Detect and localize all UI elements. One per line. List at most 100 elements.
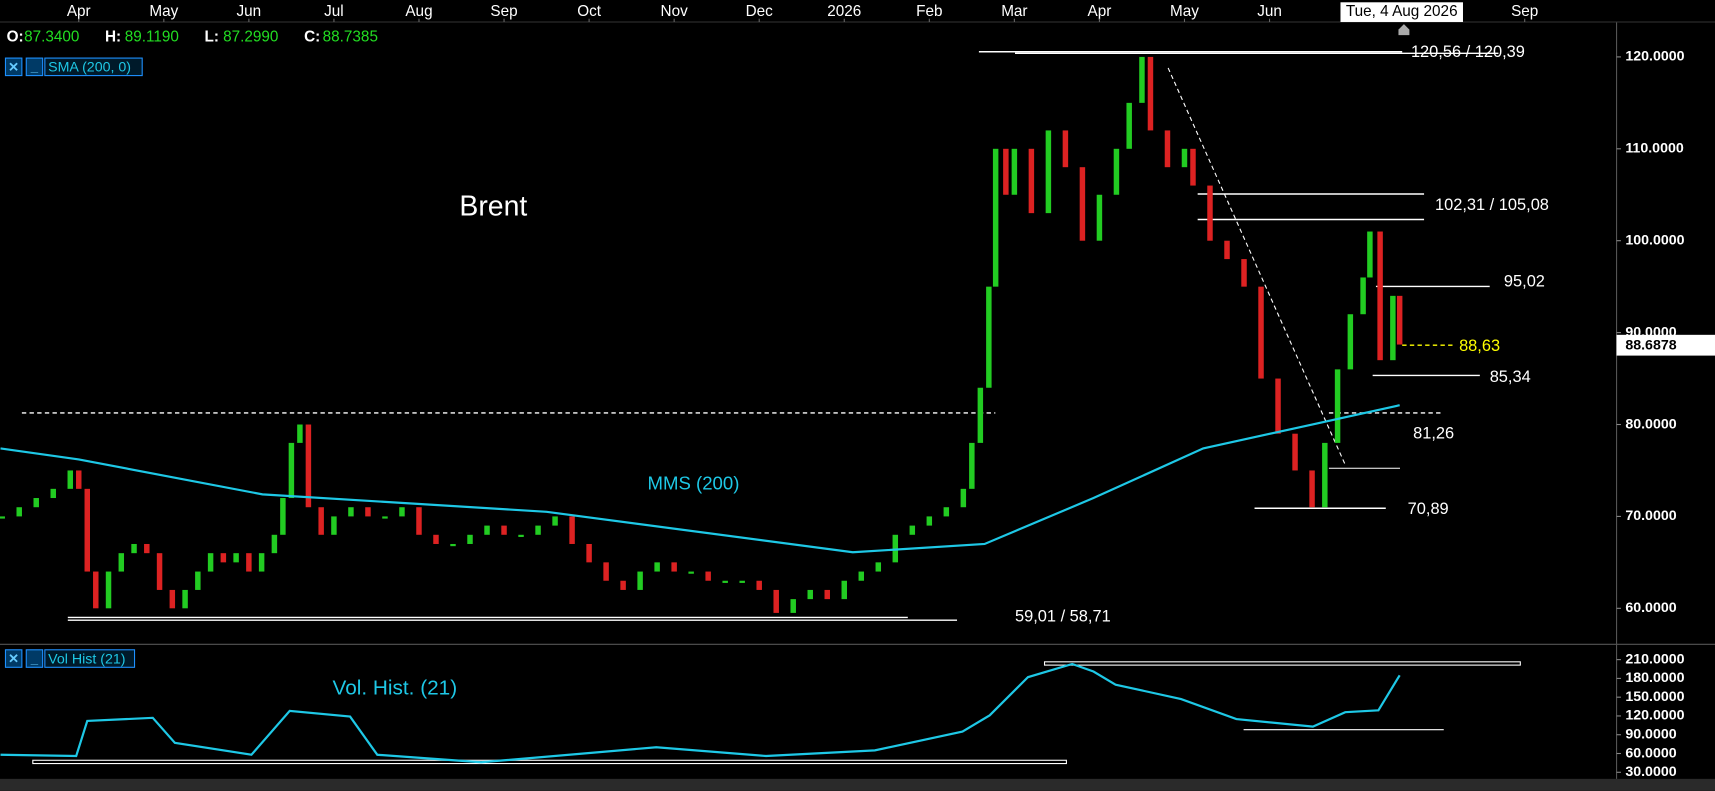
candle bbox=[1062, 130, 1069, 168]
candle bbox=[909, 525, 916, 535]
x-tick-label: Sep bbox=[1511, 3, 1538, 20]
y-tick-label: 120.0000 bbox=[1625, 49, 1684, 65]
candle bbox=[552, 516, 558, 526]
candle bbox=[790, 599, 796, 613]
x-tick-label: Sep bbox=[490, 3, 517, 20]
candle bbox=[688, 571, 694, 574]
x-tick-label: Dec bbox=[746, 3, 774, 20]
price-tag bbox=[1616, 334, 1715, 356]
candle bbox=[271, 534, 278, 554]
candle bbox=[926, 516, 933, 526]
candle bbox=[841, 580, 847, 600]
bottom-strip bbox=[0, 778, 1715, 791]
candle bbox=[1396, 295, 1403, 345]
candle bbox=[331, 516, 337, 535]
minimize-button[interactable] bbox=[25, 649, 44, 668]
level-label: 95,02 bbox=[1504, 273, 1545, 291]
indicator-box[interactable] bbox=[44, 649, 136, 668]
level-label: 70,89 bbox=[1408, 500, 1449, 518]
candle bbox=[1045, 130, 1052, 214]
candle bbox=[305, 424, 312, 508]
y-tick-label: 30.0000 bbox=[1625, 764, 1676, 780]
candle bbox=[1147, 56, 1154, 131]
ohlc-value: 88.7385 bbox=[323, 28, 378, 45]
candle bbox=[365, 507, 371, 517]
candle bbox=[1113, 148, 1120, 195]
x-tick-label: May bbox=[149, 3, 178, 20]
candle bbox=[986, 286, 992, 388]
candle bbox=[169, 589, 176, 609]
candle bbox=[858, 571, 865, 581]
candle bbox=[1190, 148, 1196, 186]
candle bbox=[977, 387, 984, 443]
candle bbox=[67, 470, 73, 489]
candle bbox=[535, 525, 541, 535]
candle bbox=[484, 525, 490, 535]
candle bbox=[246, 553, 252, 572]
minimize-icon: _ bbox=[30, 651, 39, 666]
candle bbox=[1003, 148, 1009, 195]
x-tick-label: Jun bbox=[1257, 3, 1282, 20]
y-tick-label: 180.0000 bbox=[1625, 670, 1684, 686]
y-tick-label: 70.0000 bbox=[1625, 508, 1676, 524]
chart-title: Brent bbox=[459, 190, 527, 222]
candle bbox=[118, 553, 125, 572]
candle bbox=[144, 543, 150, 554]
y-tick-label: 60.0000 bbox=[1625, 600, 1676, 616]
candle bbox=[773, 589, 779, 613]
candle bbox=[1096, 194, 1103, 241]
candle bbox=[1181, 148, 1188, 168]
indicator-label: SMA (200, 0) bbox=[48, 60, 131, 76]
candle bbox=[960, 488, 967, 508]
x-tick-label: May bbox=[1170, 3, 1199, 20]
candle bbox=[1275, 378, 1281, 434]
candle bbox=[105, 571, 112, 609]
candle bbox=[0, 516, 5, 519]
candle bbox=[1292, 433, 1298, 471]
candle bbox=[182, 589, 188, 609]
candle bbox=[399, 507, 405, 517]
minimize-button[interactable] bbox=[25, 57, 44, 77]
candle bbox=[705, 571, 711, 581]
x-tick-label: Feb bbox=[916, 3, 942, 20]
candle bbox=[756, 580, 762, 590]
y-tick-label: 60.0000 bbox=[1625, 745, 1676, 761]
candle bbox=[1139, 56, 1145, 103]
candle bbox=[207, 553, 214, 572]
x-tick-label: Nov bbox=[661, 3, 689, 20]
x-tick-label: Mar bbox=[1001, 3, 1027, 20]
candle bbox=[1334, 369, 1341, 443]
y-tick-label: 120.0000 bbox=[1625, 708, 1684, 724]
vol-high-band bbox=[1043, 661, 1521, 666]
y-tick-label: 150.0000 bbox=[1625, 689, 1684, 705]
level-label: 85,34 bbox=[1490, 368, 1531, 386]
y-tick-label: 110.0000 bbox=[1625, 141, 1684, 157]
candle bbox=[280, 498, 286, 535]
x-tick-label: Jul bbox=[324, 3, 344, 20]
candle bbox=[1207, 185, 1213, 241]
candle bbox=[233, 553, 239, 563]
x-tick-label: Jun bbox=[237, 3, 262, 20]
candle bbox=[501, 525, 507, 535]
cursor-box bbox=[1340, 2, 1463, 22]
candle bbox=[1377, 231, 1383, 361]
close-button[interactable] bbox=[4, 649, 23, 668]
indicator-box[interactable] bbox=[44, 57, 143, 77]
candle bbox=[297, 424, 303, 443]
trend-line bbox=[1167, 67, 1346, 466]
candle bbox=[671, 562, 677, 572]
close-icon: ✕ bbox=[8, 651, 19, 666]
candle bbox=[1322, 442, 1328, 508]
candle bbox=[433, 534, 439, 544]
candle bbox=[637, 571, 643, 590]
candle bbox=[156, 553, 163, 590]
candle bbox=[1079, 167, 1086, 241]
level-label: 59,01 / 58,71 bbox=[1015, 607, 1111, 625]
x-tick-label: Aug bbox=[405, 3, 432, 20]
ohlc-key: L: bbox=[205, 28, 219, 45]
candle bbox=[1258, 286, 1264, 379]
close-button[interactable] bbox=[4, 57, 23, 77]
